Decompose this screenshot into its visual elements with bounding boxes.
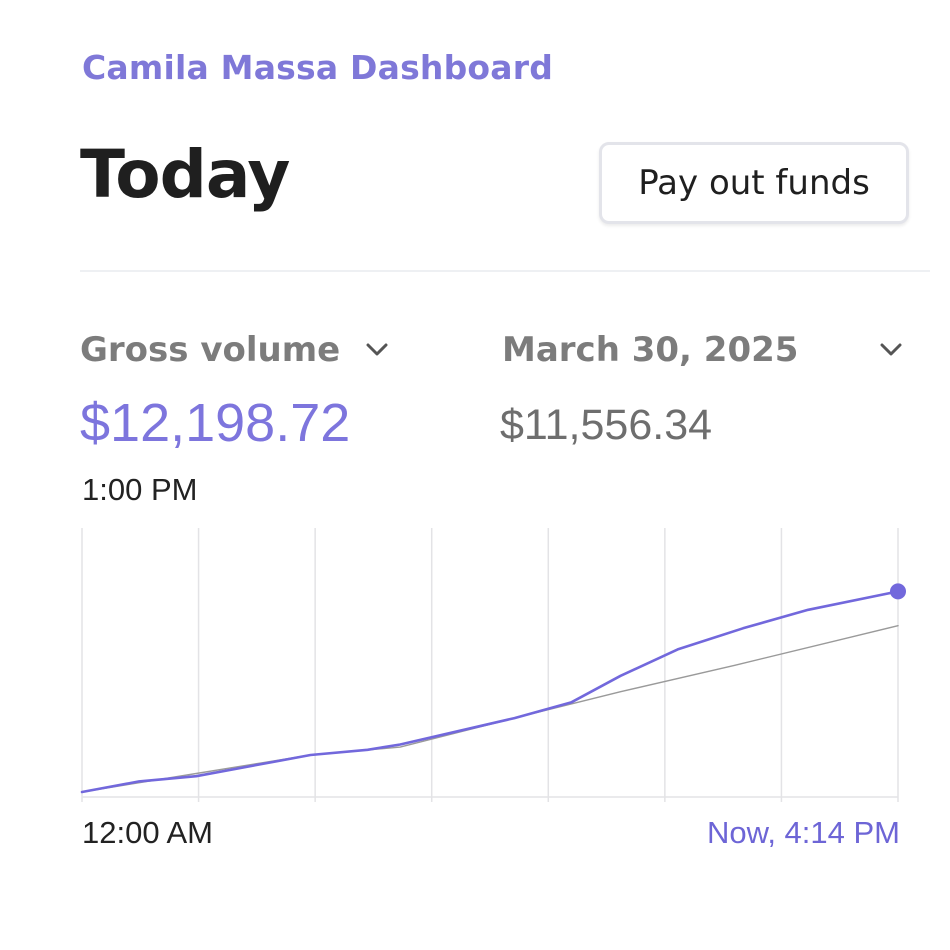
compare-date-label: March 30, 2025 — [502, 330, 799, 370]
x-axis-end-label: Now, 4:14 PM — [707, 815, 900, 850]
metric-selector-label: Gross volume — [80, 330, 341, 370]
chevron-down-icon — [366, 343, 388, 356]
header-divider — [80, 270, 930, 272]
comparison-series-line — [81, 625, 899, 793]
current-value-marker[interactable] — [890, 583, 906, 600]
hover-time-label: 1:00 PM — [82, 472, 198, 507]
chevron-down-icon — [880, 343, 902, 356]
x-axis-start-label: 12:00 AM — [82, 815, 213, 850]
pay-out-funds-button[interactable]: Pay out funds — [599, 142, 909, 224]
page-title: Today — [80, 136, 290, 213]
gross-volume-series-line — [80, 590, 900, 794]
dashboard-brand-title: Camila Massa Dashboard — [82, 48, 554, 87]
metric-selector[interactable]: Gross volume — [80, 330, 392, 370]
compare-volume-value: $11,556.34 — [500, 401, 713, 449]
compare-date-selector[interactable]: March 30, 2025 — [502, 330, 906, 370]
gross-volume-value: $12,198.72 — [80, 393, 351, 453]
